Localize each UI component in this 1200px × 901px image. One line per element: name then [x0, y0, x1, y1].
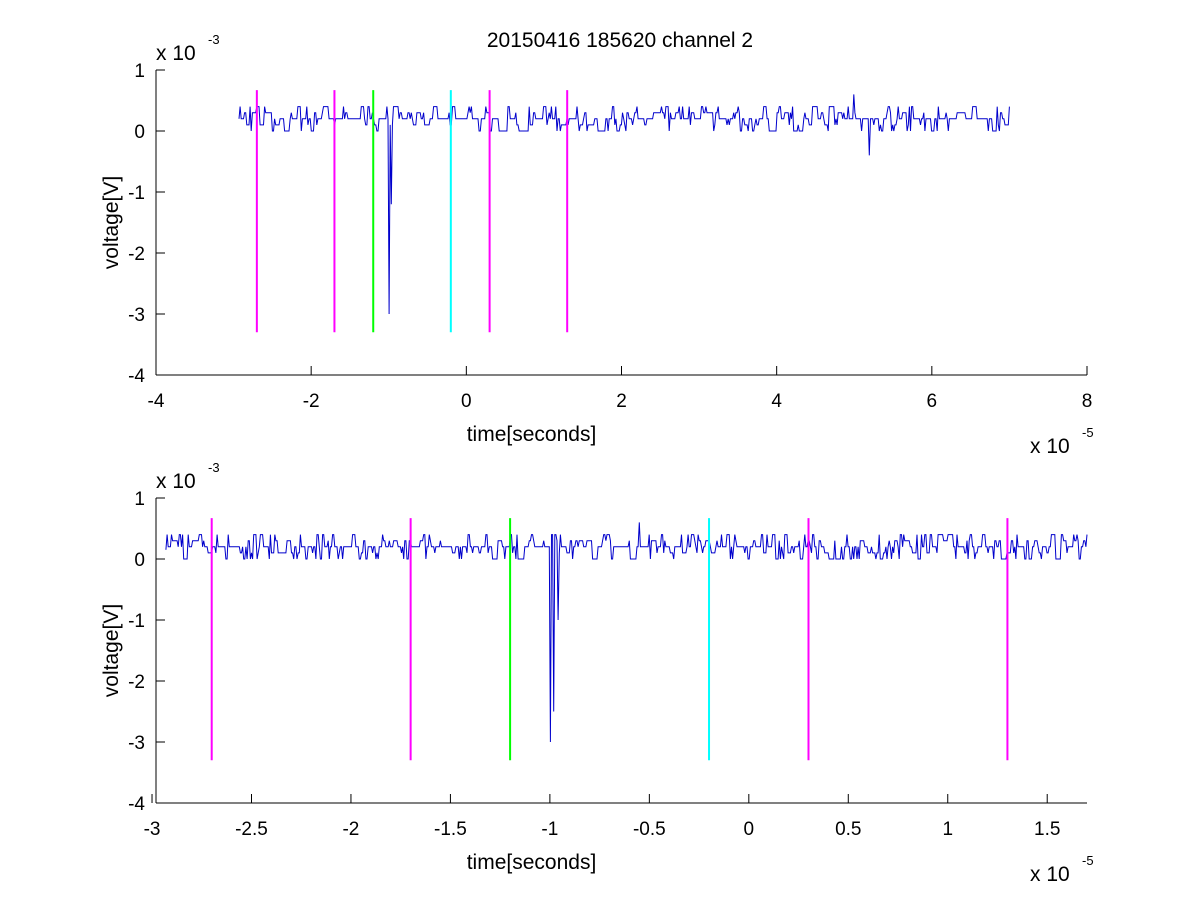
x-tick-label: -1 — [541, 819, 558, 840]
x-tick-label: 4 — [771, 391, 782, 412]
y-tick-label: 0 — [134, 122, 145, 143]
y-exponent-power: -3 — [208, 32, 220, 47]
x-tick-label: -2 — [303, 391, 320, 412]
y-tick-label: -4 — [128, 794, 145, 815]
x-tick-label: -2 — [342, 819, 359, 840]
x-tick-label: 0 — [744, 819, 755, 840]
x-tick-label: 8 — [1082, 391, 1093, 412]
y-axis-label: voltage[V] — [100, 176, 123, 269]
signal-trace — [165, 522, 1088, 743]
y-tick-label: 1 — [134, 61, 145, 82]
y-tick-label: -2 — [128, 672, 145, 693]
x-exponent-label: x 10 — [1030, 435, 1070, 458]
y-tick-label: -1 — [128, 611, 145, 632]
y-tick-label: 1 — [134, 489, 145, 510]
axes-top: -4 -2 0 2 4 6 810-1-2-3-4time[seconds]voltage[… — [100, 32, 1094, 458]
figure-title: 20150416 185620 channel 2 — [487, 29, 753, 52]
x-exponent-power: -5 — [1082, 853, 1094, 868]
y-tick-label: 0 — [134, 550, 145, 571]
y-axis-label: voltage[V] — [100, 604, 123, 697]
y-tick-label: -3 — [128, 733, 145, 754]
x-axis-label: time[seconds] — [467, 851, 597, 874]
x-axis-label: time[seconds] — [467, 423, 597, 446]
x-tick-label: 0 — [461, 391, 472, 412]
x-tick-label: -4 — [148, 391, 165, 412]
axes-bottom: -3 -2.5 -2 -1.5 -1 -0.5 0 0.5 1 1.5 1 0 -1 -2 -3 -4 time… — [100, 460, 1094, 886]
y-tick-label: -3 — [128, 305, 145, 326]
x-tick-label: -0.5 — [633, 819, 666, 840]
y-exponent-label: x 10 — [156, 470, 196, 493]
x-tick-label: 1.5 — [1034, 819, 1060, 840]
y-tick-label: -2 — [128, 244, 145, 265]
y-exponent-label: x 10 — [156, 42, 196, 65]
x-tick-label: -2.5 — [235, 819, 268, 840]
x-exponent-label: x 10 — [1030, 863, 1070, 886]
y-tick-label: -1 — [128, 183, 145, 204]
x-exponent-power: -5 — [1082, 425, 1094, 440]
y-exponent-power: -3 — [208, 460, 220, 475]
x-tick-label: 1 — [942, 819, 953, 840]
y-tick-label: -4 — [128, 366, 145, 387]
signal-trace — [238, 94, 1010, 315]
x-tick-label: -1.5 — [434, 819, 467, 840]
x-tick-label: 6 — [927, 391, 938, 412]
x-tick-label: 2 — [616, 391, 627, 412]
x-tick-label: -3 — [144, 819, 161, 840]
x-tick-label: 0.5 — [835, 819, 861, 840]
